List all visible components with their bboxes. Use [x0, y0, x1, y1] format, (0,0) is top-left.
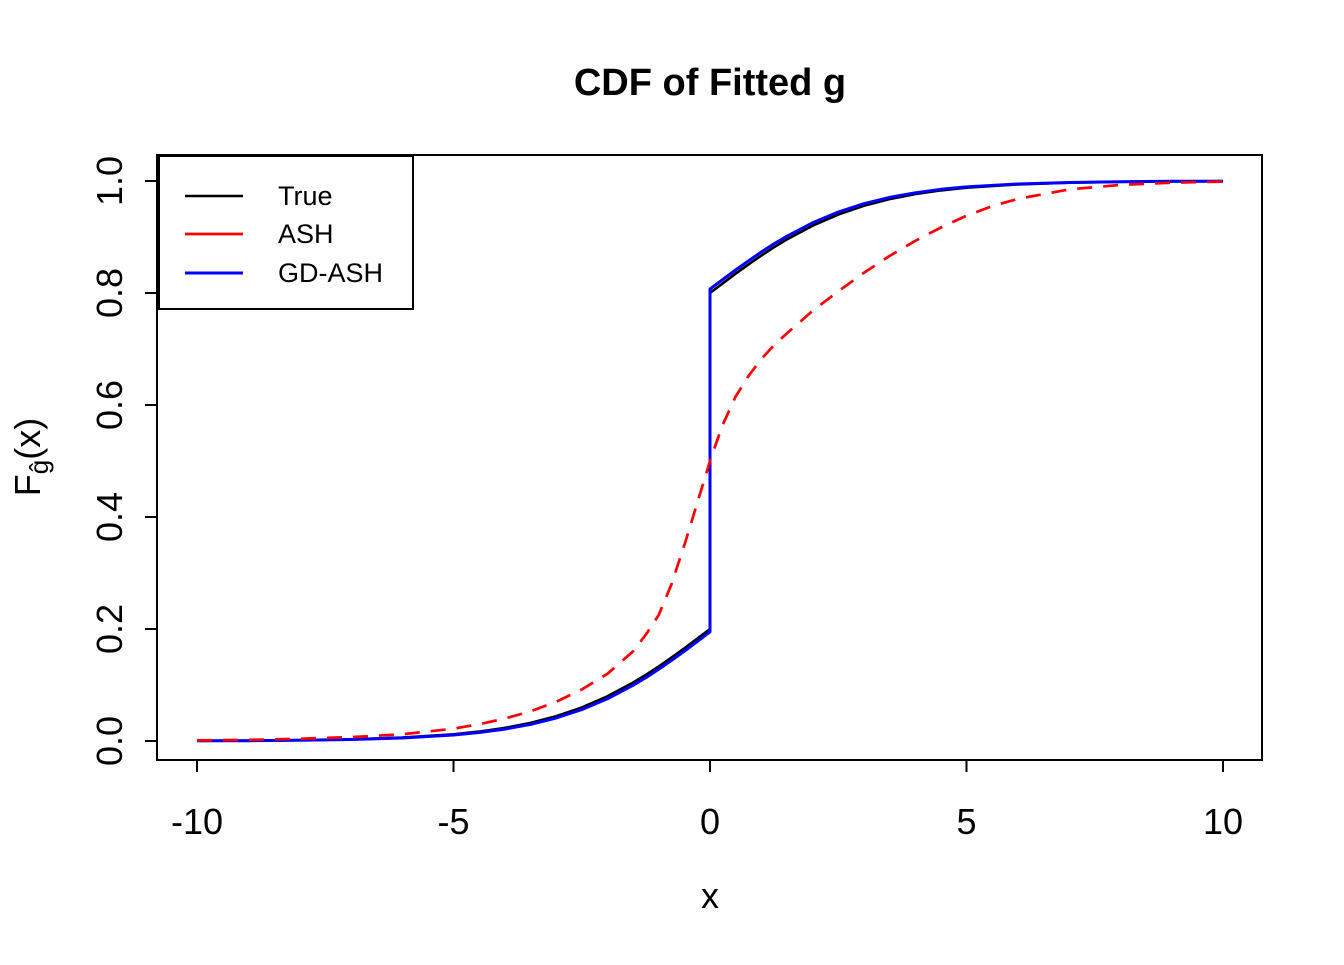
chart-title: CDF of Fitted g: [574, 62, 846, 104]
y-axis-title-main: F: [7, 474, 48, 496]
y-tick-label: 0.6: [89, 380, 130, 430]
x-axis-title: x: [701, 875, 719, 916]
y-axis-title: Fĝ(x): [7, 418, 54, 496]
legend: True ASH GD-ASH: [158, 155, 414, 310]
x-tick-label: -5: [437, 801, 469, 842]
x-tick-label: 0: [700, 801, 720, 842]
x-tick-label: 5: [956, 801, 976, 842]
y-axis-title-subscript: ĝ: [24, 460, 54, 474]
y-tick-label: 0.8: [89, 268, 130, 318]
legend-label-ash: ASH: [278, 219, 334, 249]
y-axis-title-rest: (x): [7, 418, 48, 460]
x-tick-label: 10: [1203, 801, 1243, 842]
legend-label-true: True: [278, 181, 333, 211]
y-axis-ticks: 0.0 0.2 0.4 0.6 0.8 1.0: [89, 156, 157, 766]
y-tick-label: 0.2: [89, 604, 130, 654]
x-tick-label: -10: [171, 801, 223, 842]
plot-curves: [196, 179, 1224, 743]
y-tick-label: 1.0: [89, 156, 130, 206]
y-tick-label: 0.4: [89, 492, 130, 542]
curve-ash: [196, 180, 1224, 742]
y-tick-label: 0.0: [89, 716, 130, 766]
x-axis-ticks: -10 -5 0 5 10: [171, 760, 1243, 842]
legend-label-gdash: GD-ASH: [278, 258, 383, 288]
legend-box: [158, 155, 414, 310]
